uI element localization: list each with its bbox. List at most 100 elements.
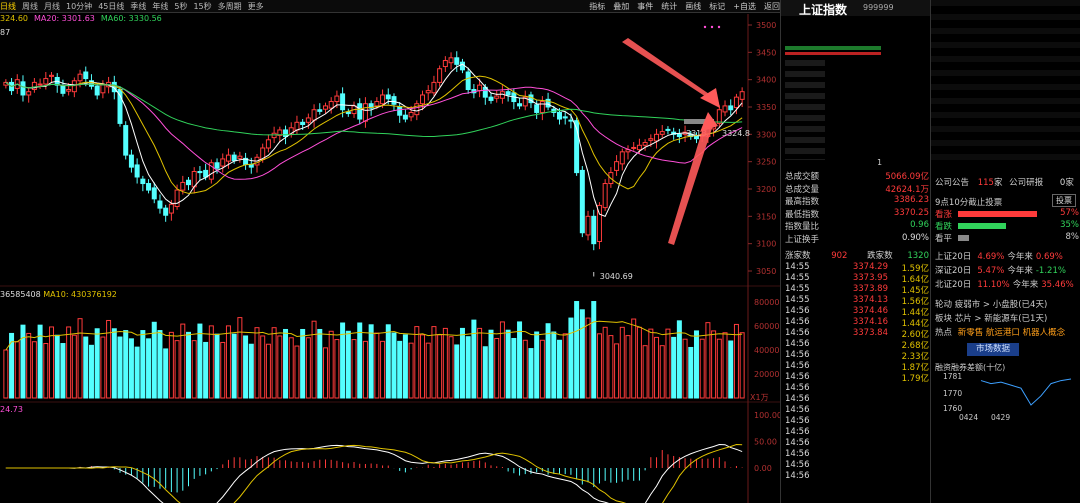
price-marker	[684, 119, 714, 124]
volume-bar	[311, 320, 317, 399]
volume-bar	[197, 323, 203, 399]
candle-body	[636, 144, 642, 151]
volume-bar	[693, 330, 699, 399]
tick-price: 3374.46	[852, 306, 888, 316]
tick-time: 14:56	[785, 317, 810, 327]
volume-bar	[203, 341, 209, 399]
candle-body	[397, 105, 403, 116]
arrow-annotation	[622, 38, 720, 106]
candle-body	[380, 94, 386, 105]
volume-bar	[608, 335, 614, 399]
stat-row: 最高指数 3386.23	[785, 195, 929, 207]
candle-body	[619, 151, 625, 165]
volume-bar	[283, 328, 289, 399]
period-tab[interactable]: 日线	[0, 2, 16, 11]
tick-time: 14:56	[785, 339, 810, 349]
tick-time: 14:56	[785, 449, 810, 459]
volume-bar	[534, 331, 540, 399]
period-tab[interactable]: 年线	[152, 2, 169, 11]
period-tab[interactable]: 多周期	[217, 2, 242, 11]
period-tab[interactable]: 10分钟	[66, 2, 93, 11]
tick-volume: 2.60亿	[901, 330, 929, 340]
period-tab[interactable]: 月线	[44, 2, 60, 11]
tool-button[interactable]: 统计	[661, 2, 678, 11]
candle-body	[420, 94, 426, 105]
tool-button[interactable]: 指标	[589, 2, 606, 11]
tick-time: 14:55	[785, 295, 810, 305]
volume-bar	[214, 333, 220, 399]
marker-dot	[717, 25, 721, 29]
kline-chart[interactable]: 3500 3450 3400 3350 3300 3250 3200 3150 3100 3050…	[0, 0, 780, 503]
tool-button[interactable]: 事件	[637, 2, 654, 11]
tick-volume	[888, 416, 929, 427]
last-label: 3324.8	[722, 129, 750, 138]
candle-body	[283, 129, 289, 138]
volume-bar	[305, 337, 311, 399]
margin-line	[980, 378, 1072, 406]
period-tab[interactable]: 更多	[247, 2, 264, 11]
vote-bar	[958, 211, 1037, 217]
volume-ma-lines	[5, 320, 743, 351]
volume-bar	[619, 326, 625, 399]
volume-bar	[362, 340, 368, 399]
volume-bar	[49, 326, 55, 399]
tool-button[interactable]: 叠加	[613, 2, 630, 11]
price-label: 3100	[756, 240, 776, 249]
candle-body	[334, 95, 340, 103]
hot-row[interactable]: 热点 新零售 航运港口 机器人概念	[935, 326, 1065, 338]
volume-bar	[288, 337, 294, 399]
sector-text[interactable]: 板块 芯片 > 新能源车(已1天)	[935, 314, 1048, 324]
vote-row[interactable]: 看平 8%	[935, 232, 1079, 244]
toolbar: 日线 周线 月线 10分钟 45日线 季线 年线 5秒 15秒 多周期 更多 指标 叠加 事件 统计 画线标…	[0, 0, 780, 13]
volume-bar	[539, 339, 545, 399]
volume-bar	[465, 336, 471, 399]
tick-time: 14:56	[785, 372, 810, 382]
period-tab[interactable]: 5秒	[174, 2, 188, 11]
tool-button[interactable]: 画线	[685, 2, 702, 11]
candle-body	[140, 178, 146, 185]
perf-ytd-label: 今年来	[1012, 280, 1039, 290]
tick-row: 14:56	[785, 405, 929, 416]
candle-body	[591, 215, 597, 245]
volume-bar	[579, 309, 585, 399]
tool-button[interactable]: +自选	[733, 2, 756, 11]
candle-body	[659, 131, 665, 135]
vote-row[interactable]: 看涨 57%	[935, 208, 1079, 220]
volume-bar	[528, 348, 534, 399]
volume-bar	[180, 323, 186, 399]
macd-label: 50.00	[754, 438, 777, 447]
period-tab[interactable]: 周线	[22, 2, 38, 11]
volume-bar	[88, 344, 94, 399]
volume-bar	[602, 326, 608, 399]
tool-button[interactable]: 返回	[764, 2, 780, 11]
volume-bar	[277, 335, 283, 399]
volume-bar	[557, 339, 562, 399]
candle-body	[31, 81, 37, 91]
vote-pct: 35%	[1060, 220, 1079, 230]
period-tabs: 日线 周线 月线 10分钟 45日线 季线 年线 5秒 15秒 多周期 更多	[0, 1, 264, 12]
period-tab[interactable]: 45日线	[98, 2, 125, 11]
price-label: 3050	[756, 267, 776, 276]
moving-average-lines	[5, 63, 743, 217]
vote-row[interactable]: 看跌 35%	[935, 220, 1079, 232]
period-tab[interactable]: 15秒	[193, 2, 212, 11]
announce-row[interactable]: 公司公告 115家 公司研报 0家	[935, 176, 1074, 188]
volume-bar	[459, 327, 465, 399]
period-tab[interactable]: 季线	[130, 2, 147, 11]
stat-value: 0.96	[910, 220, 929, 230]
candle-body	[454, 57, 460, 65]
perf-20d: 11.10%	[977, 280, 1010, 290]
vote-button[interactable]: 投票	[1052, 194, 1076, 207]
tick-list[interactable]: 14:55 3374.29 1.59亿 14:55 3373.95 1.64亿 14:55 3…	[785, 262, 929, 482]
tick-price	[833, 339, 888, 350]
rotation-text[interactable]: 轮动 疲弱市 > 小盘股(已4天)	[935, 300, 1048, 310]
candle-body	[585, 215, 591, 236]
tick-row: 14:56	[785, 449, 929, 460]
ma-line	[5, 81, 743, 180]
research-label: 公司研报	[1009, 178, 1044, 188]
volume-bar	[585, 317, 591, 399]
tool-button[interactable]: 标记	[709, 2, 726, 11]
market-data-button[interactable]: 市场数据	[967, 343, 1019, 356]
candle-body	[385, 94, 391, 100]
tick-row: 14:56 1.87亿	[785, 361, 929, 373]
